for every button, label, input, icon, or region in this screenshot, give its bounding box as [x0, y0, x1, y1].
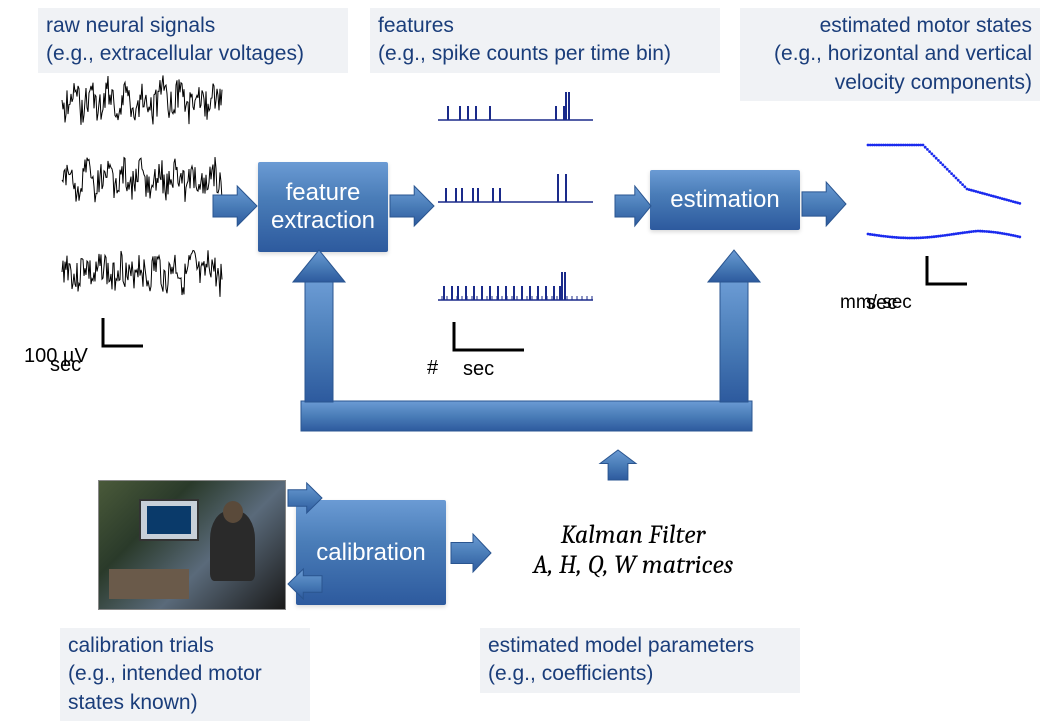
label-text: features (e.g., spike counts per time bi… [378, 14, 671, 65]
scale-voltage: 100 µV sec [24, 312, 153, 377]
calibration-photo [98, 480, 286, 610]
box-feature-extraction: feature extraction [258, 162, 388, 252]
box-label: feature extraction [271, 179, 375, 235]
box-label: estimation [670, 186, 779, 214]
label-motor-states: estimated motor states (e.g., horizontal… [740, 8, 1040, 101]
label-text: estimated model parameters (e.g., coeffi… [488, 634, 754, 685]
box-estimation: estimation [650, 170, 800, 230]
scale-count: # sec [427, 316, 534, 381]
scale-velocity-label: mm/ sec [840, 292, 912, 313]
kalman-line1: Kalman Filter [508, 520, 758, 550]
label-raw-signals: raw neural signals (e.g., extracellular … [38, 8, 348, 73]
label-text: raw neural signals (e.g., extracellular … [46, 14, 304, 65]
label-calibration-trials: calibration trials (e.g., intended motor… [60, 628, 310, 721]
label-model-params: estimated model parameters (e.g., coeffi… [480, 628, 800, 693]
scale-count-label: # [427, 357, 438, 379]
kalman-filter-text: Kalman Filter A, H, Q, W matrices [508, 520, 758, 580]
label-text: estimated motor states (e.g., horizontal… [774, 14, 1032, 94]
box-calibration: calibration [296, 500, 446, 605]
kalman-line2: A, H, Q, W matrices [508, 550, 758, 580]
label-features: features (e.g., spike counts per time bi… [370, 8, 720, 73]
scale-velocity: mm/ sec sec [840, 250, 977, 315]
label-text: calibration trials (e.g., intended motor… [68, 634, 262, 714]
box-label: calibration [316, 539, 425, 567]
